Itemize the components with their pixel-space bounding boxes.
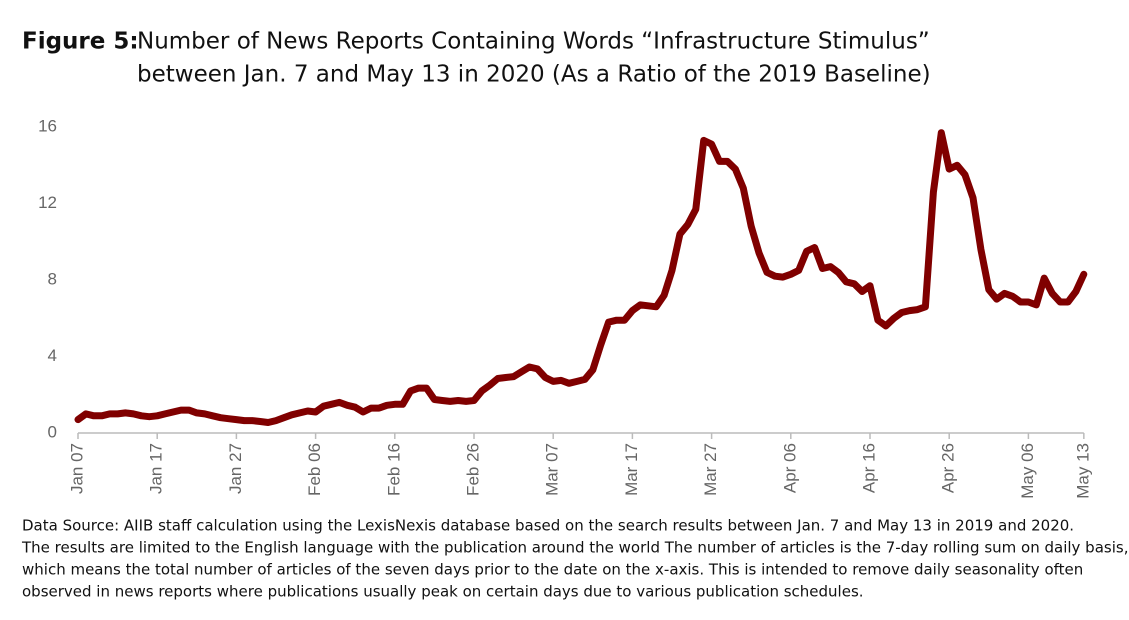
- footnote: Data Source: AIIB staff calculation usin…: [22, 517, 1074, 535]
- x-tick-label: Mar 27: [701, 443, 720, 496]
- y-tick-label: 16: [38, 116, 57, 135]
- chart-title: Number of News Reports Containing Words …: [137, 29, 930, 55]
- x-tick-label: Feb 06: [305, 443, 324, 496]
- x-tick-label: Apr 26: [939, 443, 958, 493]
- x-tick-label: Feb 26: [463, 443, 482, 496]
- chart-title: between Jan. 7 and May 13 in 2020 (As a …: [137, 62, 931, 88]
- x-tick-label: Mar 17: [622, 443, 641, 496]
- x-tick-label: May 06: [1018, 443, 1037, 499]
- footnote: observed in news reports where publicati…: [22, 583, 864, 601]
- y-tick-label: 12: [38, 193, 57, 212]
- x-tick-label: Apr 16: [859, 443, 878, 493]
- x-tick-label: Jan 27: [226, 443, 245, 494]
- x-tick-label: Apr 06: [780, 443, 799, 493]
- y-tick-label: 8: [48, 269, 57, 288]
- y-tick-label: 4: [48, 346, 57, 365]
- x-tick-label: Feb 16: [384, 443, 403, 496]
- footnote: The results are limited to the English l…: [21, 539, 1128, 557]
- y-tick-label: 0: [48, 422, 57, 441]
- x-tick-label: Jan 07: [67, 443, 86, 494]
- footnote: which means the total number of articles…: [22, 561, 1083, 579]
- x-tick-label: May 13: [1073, 443, 1092, 499]
- figure-label: Figure 5:: [22, 29, 139, 55]
- x-tick-label: Mar 07: [543, 443, 562, 496]
- data-line: [74, 129, 1088, 426]
- x-tick-label: Jan 17: [147, 443, 166, 494]
